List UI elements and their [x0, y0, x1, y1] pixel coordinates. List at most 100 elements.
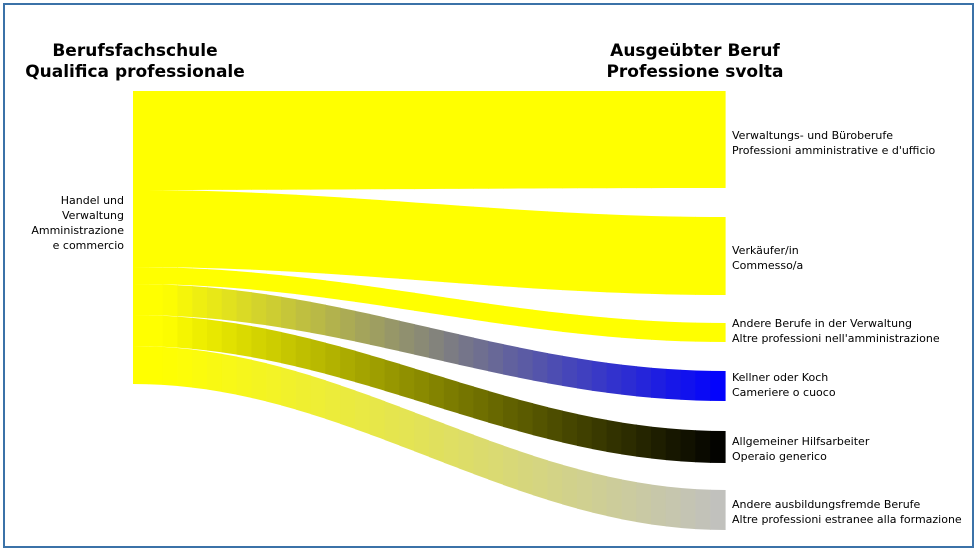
flow-band-segment — [562, 313, 578, 334]
flow-band-segment — [547, 311, 563, 332]
flow-band-segment — [384, 401, 400, 446]
flow-band-segment — [606, 476, 622, 520]
flow-band-segment — [133, 315, 149, 347]
flow-band-segment — [503, 445, 519, 491]
flow-band-segment — [503, 344, 519, 378]
flow-band-segment — [251, 326, 267, 361]
target-label-line1: Andere Berufe in der Verwaltung — [732, 317, 913, 330]
flow-band-segment — [340, 385, 356, 430]
flow-band-segment — [207, 191, 223, 269]
flow-band-segment — [636, 366, 652, 398]
flow-band-segment — [443, 377, 460, 414]
flow-band-segment — [192, 91, 208, 190]
flow-band-segment — [325, 91, 341, 190]
flow-band-segment — [680, 488, 696, 530]
flow-band-segment — [458, 91, 474, 189]
flow-band-segment — [591, 417, 608, 452]
flow-band-segment — [207, 287, 223, 320]
flow-band-segment — [665, 428, 682, 462]
flow-band-segment — [429, 295, 445, 316]
flow-band-segment — [621, 422, 637, 457]
flow-band-segment — [133, 284, 149, 316]
flow-band-segment — [591, 472, 608, 517]
flow-band-segment — [192, 349, 208, 390]
flow-band-segment — [340, 346, 356, 383]
flow-band-segment — [532, 91, 548, 189]
flow-band-segment — [680, 322, 696, 342]
flow-band — [133, 91, 726, 190]
flow-band-segment — [192, 286, 208, 319]
flow-band-segment — [266, 273, 282, 293]
flow-band-segment — [414, 412, 430, 457]
flow-band-segment — [177, 285, 193, 318]
flow-band-segment — [177, 316, 193, 349]
target-label-other-admin: Andere Berufe in der Verwaltung Altre pr… — [732, 316, 977, 346]
flow-band-segment — [695, 322, 711, 342]
flow-band-segment — [384, 91, 400, 190]
flow-band-segment — [251, 91, 267, 190]
flow-band-segment — [399, 290, 415, 311]
target-label-line1: Allgemeiner Hilfsarbeiter — [732, 435, 870, 448]
flow-band-segment — [236, 271, 252, 290]
flow-band-segment — [621, 479, 637, 523]
flow-band-segment — [532, 403, 548, 439]
flow-band-segment — [162, 190, 178, 268]
source-header: Berufsfachschule Qualifica professionale — [10, 41, 260, 83]
flow-band-segment — [221, 288, 238, 322]
flow-band-segment — [577, 91, 593, 189]
flow-band — [133, 284, 726, 401]
flow-band-segment — [133, 190, 149, 268]
flow-band-segment — [384, 317, 400, 352]
flow-band-segment — [547, 91, 563, 189]
flow-band-segment — [695, 91, 711, 189]
flow-band-segment — [503, 305, 519, 327]
flow-band-segment — [458, 429, 474, 475]
flow-band — [133, 346, 726, 530]
flow-band-segment — [562, 410, 578, 446]
flow-band-segment — [369, 286, 386, 307]
flow-band-segment — [355, 350, 371, 387]
flow-band-segment — [458, 299, 474, 320]
flow-band-segment — [443, 204, 460, 284]
target-label-line2: Cameriere o cuoco — [732, 386, 836, 399]
flow-band-segment — [281, 296, 297, 331]
flow-band-segment — [414, 292, 430, 313]
flow-band-segment — [162, 267, 178, 285]
flow-band-segment — [577, 414, 593, 449]
flow-band-segment — [651, 91, 667, 189]
flow-band-segment — [162, 315, 178, 348]
target-label-general-labourer: Allgemeiner Hilfsarbeiter Operaio generi… — [732, 434, 977, 464]
flow-band-segment — [680, 369, 696, 401]
flow-band-segment — [710, 370, 726, 401]
flow-band-segment — [651, 426, 667, 461]
flow-band-segment — [517, 209, 534, 289]
flow-band-segment — [133, 267, 149, 285]
flow-band-segment — [710, 91, 726, 189]
flow-band-segment — [517, 399, 534, 436]
flow-band-segment — [133, 91, 149, 190]
flow-band-segment — [355, 284, 371, 305]
flow-band-segment — [532, 210, 548, 290]
flow-band-segment — [517, 450, 534, 496]
target-label-line1: Verkäufer/in — [732, 244, 799, 257]
flow-band-segment — [429, 373, 445, 410]
flow-band-segment — [503, 395, 519, 432]
flow-band-segment — [399, 91, 415, 190]
target-label-other-unrelated: Andere ausbildungsfremde Berufe Altre pr… — [732, 497, 977, 527]
flow-band-segment — [443, 330, 460, 365]
flow-band-segment — [236, 290, 252, 324]
flow-band-segment — [162, 91, 178, 190]
flow-band-segment — [695, 489, 711, 530]
flow-band-segment — [665, 486, 682, 528]
flow-band-segment — [177, 347, 193, 388]
flow-band-segment — [695, 370, 711, 401]
target-label-line2: Altre professioni nell'amministrazione — [732, 332, 940, 345]
flow-band-segment — [458, 205, 474, 285]
flow-band-segment — [414, 202, 430, 281]
source-label: Handel und Verwaltung Amministrazione e … — [12, 193, 124, 253]
flow-band-segment — [236, 91, 252, 190]
flow-band-segment — [429, 203, 445, 283]
flow-band-segment — [384, 200, 400, 279]
flow-band-segment — [295, 335, 312, 371]
flow-band-segment — [473, 337, 489, 372]
